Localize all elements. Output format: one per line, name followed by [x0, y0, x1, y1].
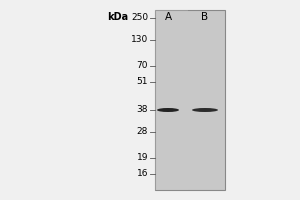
- Text: 51: 51: [136, 77, 148, 86]
- Text: 250: 250: [131, 14, 148, 22]
- Ellipse shape: [157, 108, 179, 112]
- Text: B: B: [201, 12, 208, 22]
- Bar: [155, 10, 188, 190]
- Bar: [155, 10, 225, 190]
- Text: 38: 38: [136, 106, 148, 114]
- Text: 70: 70: [136, 62, 148, 71]
- Text: 16: 16: [136, 170, 148, 178]
- Ellipse shape: [192, 108, 218, 112]
- Text: 130: 130: [131, 36, 148, 45]
- Text: 28: 28: [136, 128, 148, 136]
- Text: kDa: kDa: [107, 12, 128, 22]
- Text: A: A: [164, 12, 172, 22]
- Text: 19: 19: [136, 154, 148, 162]
